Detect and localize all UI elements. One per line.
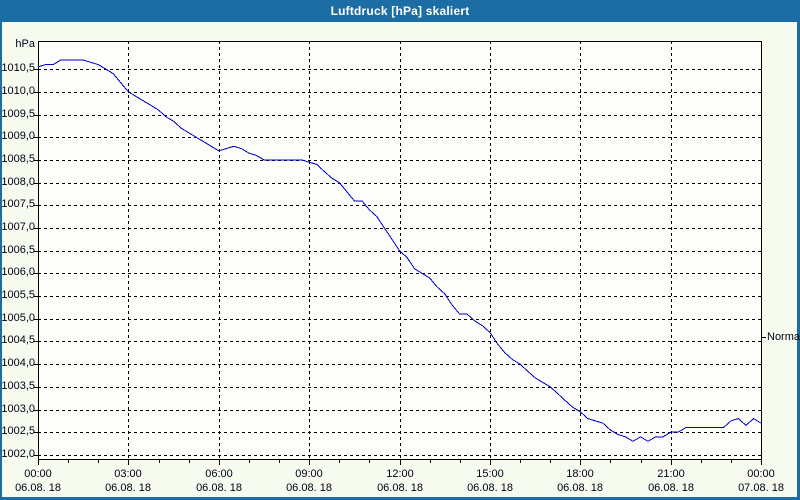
y-axis-unit-label: hPa <box>15 38 35 50</box>
window-title: Luftdruck [hPa] skaliert <box>330 4 470 18</box>
x-tick-date-label: 06.08. 18 <box>648 482 694 494</box>
y-tick-label: 1006,0 <box>1 266 35 278</box>
x-tick-time-label: 00:00 <box>747 468 775 480</box>
y-tick-label: 1005,5 <box>1 289 35 301</box>
plot-background <box>38 41 761 459</box>
x-tick-date-label: 06.08. 18 <box>377 482 423 494</box>
x-tick-date-label: 06.08. 18 <box>286 482 332 494</box>
x-tick-time-label: 06:00 <box>205 468 233 480</box>
pressure-line <box>37 59 762 442</box>
y-tick-label: 1003,0 <box>1 403 35 415</box>
y-tick-label: 1003,5 <box>1 380 35 392</box>
window-border-bottom <box>0 497 800 500</box>
y-tick-label: 1009,5 <box>1 108 35 120</box>
y-tick-label: 1010,5 <box>1 62 35 74</box>
y-tick-label: 1009,0 <box>1 130 35 142</box>
x-tick-time-label: 21:00 <box>657 468 685 480</box>
x-tick-date-label: 06.08. 18 <box>105 482 151 494</box>
x-tick-date-label: 06.08. 18 <box>196 482 242 494</box>
x-tick-time-label: 00:00 <box>24 468 52 480</box>
y-tick-label: 1002,0 <box>1 448 35 460</box>
x-tick-time-label: 09:00 <box>295 468 323 480</box>
plot-frame <box>38 41 762 460</box>
y-tick-label: 1008,0 <box>1 176 35 188</box>
x-tick-date-label: 06.08. 18 <box>15 482 61 494</box>
y-tick-label: 1004,5 <box>1 334 35 346</box>
x-tick-date-label: 07.08. 18 <box>738 482 784 494</box>
x-tick-time-label: 18:00 <box>566 468 594 480</box>
x-tick-time-label: 15:00 <box>476 468 504 480</box>
x-tick-date-label: 06.08. 18 <box>557 482 603 494</box>
window-titlebar[interactable]: Luftdruck [hPa] skaliert <box>0 0 800 22</box>
y-tick-label: 1005,0 <box>1 312 35 324</box>
x-tick-time-label: 12:00 <box>386 468 414 480</box>
window-border-left <box>0 22 2 500</box>
y-tick-label: 1002,5 <box>1 425 35 437</box>
y-tick-label: 1010,0 <box>1 85 35 97</box>
x-tick-date-label: 06.08. 18 <box>467 482 513 494</box>
y-tick-label: 1008,5 <box>1 153 35 165</box>
normal-marker-label: Normal <box>767 331 800 343</box>
x-tick-time-label: 03:00 <box>114 468 142 480</box>
y-tick-label: 1006,5 <box>1 244 35 256</box>
y-tick-label: 1007,5 <box>1 198 35 210</box>
y-tick-label: 1004,0 <box>1 357 35 369</box>
window-border-right <box>797 22 800 500</box>
y-tick-label: 1007,0 <box>1 221 35 233</box>
